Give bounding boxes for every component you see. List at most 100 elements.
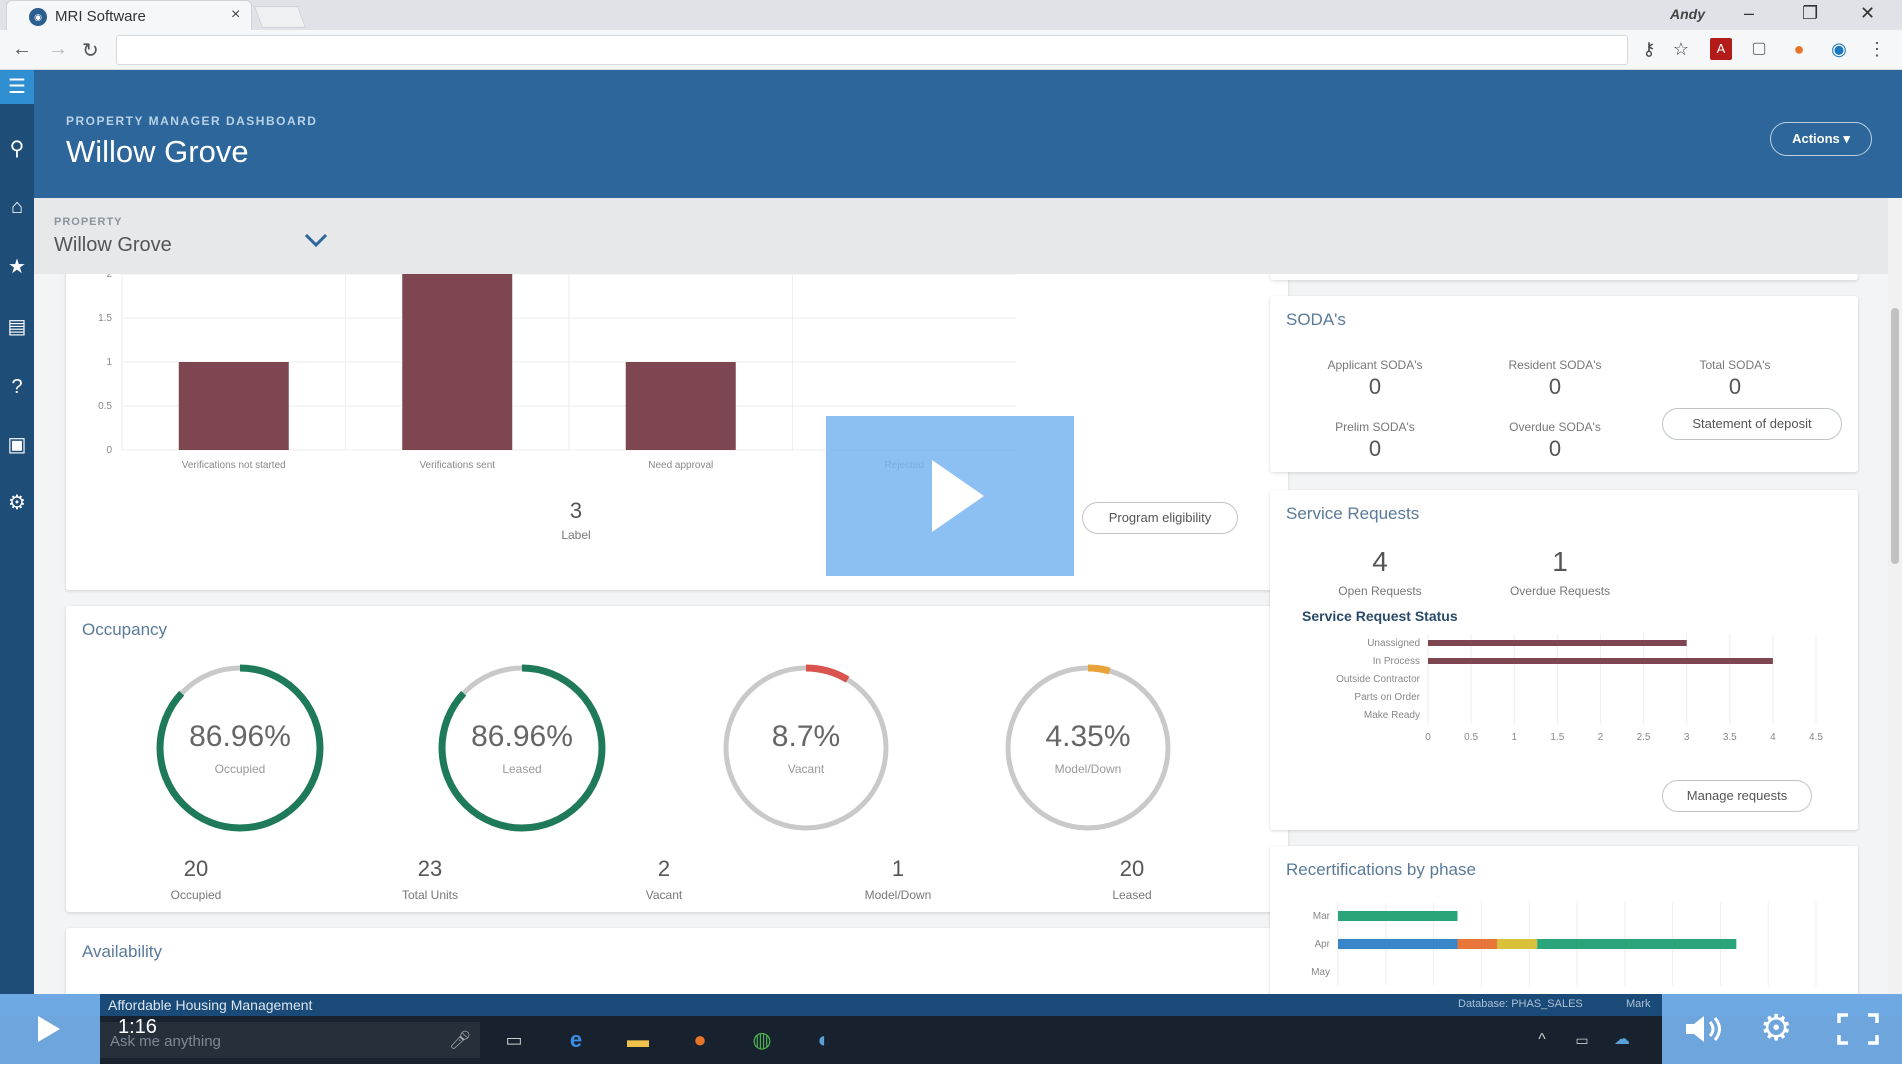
reload-icon[interactable]: ↻ (82, 40, 99, 62)
cast-icon[interactable]: ▢ (1751, 40, 1767, 57)
globe-app-icon[interactable]: ◐ (817, 1027, 831, 1052)
video-play-overlay[interactable] (826, 416, 1074, 576)
taskbar-search-placeholder: Ask me anything (110, 1033, 221, 1050)
y-tick-label: 1 (106, 357, 112, 368)
app-name: Affordable Housing Management (108, 997, 313, 1013)
chevron-down-icon[interactable] (302, 226, 330, 254)
back-icon[interactable]: ← (12, 38, 32, 60)
fire-extension-icon[interactable]: ● (1793, 39, 1805, 59)
search-icon[interactable]: ⚲ (9, 138, 25, 160)
browser-tab[interactable]: ◉ MRI Software × (6, 0, 252, 30)
y-tick-label: Apr (1314, 939, 1330, 950)
overdue-sodas-label: Overdue SODA's (1509, 420, 1601, 434)
video-controls-right: ⚙ (1662, 994, 1902, 1064)
new-tab-button[interactable] (253, 6, 307, 28)
occupancy-count-value: 1 (891, 856, 905, 881)
volume-icon[interactable] (1682, 1012, 1726, 1046)
url-input[interactable] (116, 35, 1628, 65)
mri-favicon-icon: ◉ (29, 8, 47, 26)
extension-circle-icon[interactable]: ◉ (1831, 39, 1847, 59)
x-tick-label: Need approval (648, 460, 713, 471)
tray-up-arrow-icon[interactable]: ^ (1538, 1031, 1546, 1048)
restore-icon[interactable]: ❐ (1802, 3, 1819, 23)
edge-browser-icon[interactable]: e (569, 1027, 583, 1052)
y-tick-label: In Process (1373, 656, 1420, 667)
occupancy-count-label: Total Units (401, 888, 459, 902)
statement-of-deposit-button[interactable]: Statement of deposit (1662, 408, 1842, 440)
scrollbar-thumb[interactable] (1891, 308, 1899, 564)
verification-summary-label: Label (561, 528, 591, 542)
y-tick-label: 0 (106, 445, 112, 456)
service-request-status-chart: 0 0.5 1 1.5 2 2.5 3 3.5 4 4.5 Unassigned In Process… (1336, 634, 1823, 740)
onedrive-cloud-icon[interactable]: ☁ (1614, 1031, 1630, 1048)
x-tick-label: 3 (1684, 732, 1690, 740)
occupancy-count-label: Occupied (170, 888, 222, 902)
help-icon[interactable]: ? (11, 376, 23, 398)
close-window-icon[interactable]: ✕ (1860, 3, 1876, 23)
gauge-caption: Vacant (787, 762, 825, 776)
sodas-title: SODA's (1286, 310, 1346, 329)
program-eligibility-button[interactable]: Program eligibility (1082, 502, 1238, 534)
minimize-icon[interactable]: – (1744, 3, 1755, 23)
taskbar-search-box[interactable] (100, 1022, 480, 1058)
play-icon[interactable] (0, 994, 100, 1064)
document-icon[interactable]: ▤ (7, 316, 27, 338)
total-sodas-label: Total SODA's (1699, 358, 1771, 372)
tab-close-icon[interactable]: × (231, 6, 241, 23)
home-icon[interactable]: ⌂ (10, 196, 24, 218)
property-label: PROPERTY (54, 216, 123, 228)
occupancy-title: Occupancy (82, 620, 168, 639)
page-scrollbar[interactable] (1888, 198, 1902, 994)
service-requests-card: Service Requests 4 Open Requests 1 Overd… (1270, 490, 1858, 830)
x-tick-label: 4 (1770, 732, 1776, 740)
video-play-button[interactable] (0, 994, 100, 1064)
video-icon[interactable]: ▣ (7, 434, 27, 456)
bar-segment (1457, 939, 1498, 949)
firefox-icon[interactable]: ● (693, 1027, 707, 1052)
x-tick-label: 1 (1511, 732, 1517, 740)
property-selector[interactable]: PROPERTY Willow Grove (34, 198, 1888, 274)
star-icon[interactable]: ☆ (1672, 39, 1690, 59)
gauge-caption: Leased (502, 762, 542, 776)
settings-gear-icon[interactable]: ⚙ (8, 492, 26, 514)
microphone-icon[interactable]: 🎤︎ (448, 1030, 472, 1050)
overdue-requests-value: 1 (1552, 546, 1568, 577)
bar (402, 274, 513, 450)
large-play-icon[interactable] (826, 416, 1074, 576)
chrome-icon[interactable]: ◍ (752, 1027, 772, 1052)
overdue-requests-label: Overdue Requests (1509, 584, 1611, 598)
occupancy-count-value: 20 (183, 856, 209, 881)
overdue-sodas-value: 0 (1548, 436, 1562, 461)
prelim-sodas-label: Prelim SODA's (1335, 420, 1415, 434)
occupancy-count-label: Leased (1112, 888, 1152, 902)
pdf-extension-icon[interactable]: A (1710, 38, 1732, 60)
y-tick-label: 1.5 (98, 313, 112, 324)
open-requests-value: 4 (1372, 546, 1388, 577)
prelim-sodas-value: 0 (1368, 436, 1382, 461)
hamburger-menu-icon[interactable]: ☰ (0, 70, 34, 104)
x-tick-label: 2 (1598, 732, 1604, 740)
menu-dots-icon[interactable]: ⋮ (1868, 39, 1886, 59)
actions-button[interactable]: Actions ▾ (1770, 122, 1872, 156)
browser-tab-bar: ◉ MRI Software × Andy – ❐ ✕ (0, 0, 1902, 30)
profile-name[interactable]: Andy (1670, 6, 1705, 22)
file-explorer-icon[interactable]: ▬ (627, 1027, 649, 1052)
forward-icon[interactable]: → (48, 38, 68, 60)
recertifications-chart: Mar Apr May (1311, 902, 1817, 986)
sodas-card: SODA's Applicant SODA's 0 Resident SODA'… (1270, 296, 1858, 472)
property-value[interactable]: Willow Grove (54, 234, 172, 256)
right-top-card (1270, 274, 1858, 280)
database-label: Database: PHAS_SALES (1458, 998, 1583, 1010)
x-tick-label: 3.5 (1723, 732, 1737, 740)
applicant-sodas-label: Applicant SODA's (1327, 358, 1423, 372)
gauge-ring (722, 664, 890, 832)
settings-gear-icon[interactable]: ⚙ (1760, 1007, 1793, 1048)
favorites-star-icon[interactable]: ★ (8, 256, 26, 278)
fullscreen-icon[interactable] (1836, 1012, 1880, 1046)
video-time: 1:16 (118, 1016, 157, 1038)
key-icon[interactable]: ⚷ (1642, 39, 1656, 59)
task-view-icon[interactable]: ▭ (505, 1030, 523, 1050)
manage-requests-button[interactable]: Manage requests (1662, 780, 1812, 812)
page-header: PROPERTY MANAGER DASHBOARD Willow Grove … (34, 70, 1902, 198)
tray-battery-icon[interactable]: ▭ (1575, 1032, 1589, 1048)
